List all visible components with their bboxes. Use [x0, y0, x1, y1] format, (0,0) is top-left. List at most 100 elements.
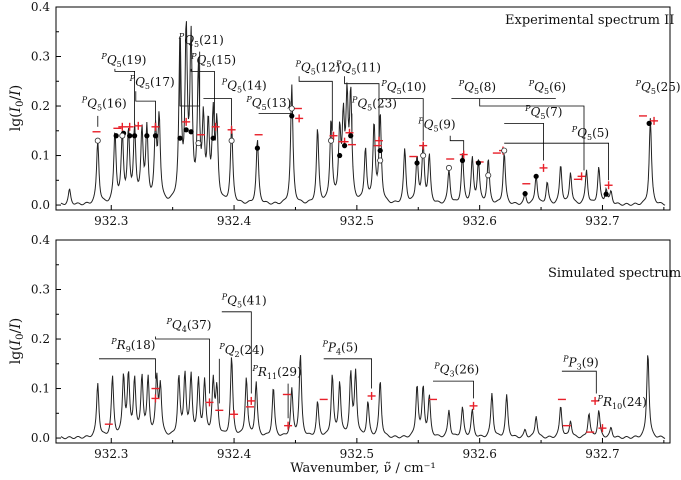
plus-marker	[598, 424, 607, 433]
top-markers	[92, 105, 659, 197]
filled-dot-marker	[337, 152, 343, 159]
plus-marker	[469, 401, 478, 410]
bottom-panel-title: Simulated spectrum	[548, 266, 681, 281]
panel-simulated: Simulated spectrum lg(I0/I) 932.3 932.4 93…	[8, 233, 681, 461]
open-circle-marker	[94, 137, 101, 144]
assignment-bracket	[155, 336, 210, 394]
bottom-axis-ticks: 932.3 932.4 932.5 932.6 932.7 0.0 0.1 0.2 0.3 0.4	[31, 233, 665, 461]
filled-dot-marker	[533, 173, 539, 179]
filled-dot-marker	[341, 143, 348, 149]
filled-dot-marker	[459, 157, 466, 164]
plus-marker	[182, 117, 191, 126]
open-circle-marker	[195, 140, 202, 147]
x-tick-label: 932.7	[585, 447, 619, 461]
bottom-spectrum-curve	[60, 355, 666, 440]
bottom-markers	[104, 387, 607, 433]
y-tick-label: 0.3	[31, 50, 50, 64]
assignment-bracket	[114, 68, 136, 126]
filled-dot-marker	[475, 160, 482, 166]
open-circle-marker	[485, 172, 492, 179]
plus-marker	[604, 181, 613, 190]
plus-marker	[284, 421, 293, 430]
top-axis-ticks: 932.3 932.4 932.5 932.6 932.7 0.0 0.1 0.2 0.3 0.4	[31, 0, 665, 228]
filled-dot-marker	[646, 120, 652, 126]
x-tick-label: 932.4	[217, 214, 252, 228]
assignment-bracket	[344, 76, 380, 141]
assignment-bracket	[99, 358, 156, 379]
assignment-label: PQ5(17)	[129, 74, 175, 91]
open-circle-marker	[328, 137, 335, 144]
spectrum-line	[60, 21, 666, 206]
plus-marker	[591, 396, 600, 405]
y-tick-label: 0.4	[31, 233, 50, 247]
assignment-label: PQ5(16)	[81, 96, 127, 113]
top-annotation-labels: PQ5(16) PQ5(19) PQ5(17) PQ5(21) PQ5(15) PQ5(1…	[81, 32, 681, 142]
assignment-label: PQ4(37)	[166, 317, 212, 334]
x-tick-label: 932.7	[585, 214, 619, 228]
plus-marker	[577, 172, 586, 181]
assignment-bracket	[323, 358, 373, 389]
plus-marker	[211, 122, 220, 131]
plus-marker	[374, 136, 383, 145]
plus-marker	[459, 150, 468, 159]
x-tick-label: 932.3	[94, 214, 128, 228]
assignment-bracket	[479, 98, 585, 171]
assignment-label: PQ3(26)	[433, 362, 479, 379]
plus-marker	[419, 141, 428, 150]
assignment-label: PQ5(6)	[528, 79, 566, 96]
assignment-label: PQ5(11)	[335, 59, 381, 76]
assignment-bracket	[379, 98, 424, 141]
filled-dot-marker	[254, 145, 260, 151]
assignment-label: PP3(9)	[562, 354, 599, 371]
open-circle-marker	[501, 147, 508, 154]
assignment-bracket	[221, 311, 252, 394]
assignment-label: PQ5(7)	[524, 104, 562, 121]
open-circle-marker	[228, 137, 235, 144]
filled-dot-marker	[183, 127, 189, 133]
assignment-bracket	[449, 135, 465, 151]
bottom-plot-frame	[55, 239, 671, 444]
top-panel-title: Experimental spectrum II	[505, 13, 674, 28]
plus-marker	[367, 391, 376, 400]
open-circle-marker	[445, 164, 452, 171]
assignment-label: PQ5(9)	[417, 116, 455, 133]
filled-dot-marker	[348, 133, 354, 139]
top-y-axis-label: lg(I0/I)	[8, 85, 26, 132]
assignment-label: PQ5(12)	[294, 59, 340, 76]
assignment-label: PR11(29)	[251, 364, 301, 381]
bottom-annotation-labels: PR9(18) PQ4(37) PQ5(41) PQ2(24) PR11(29) PP4(…	[110, 292, 647, 411]
open-circle-marker	[119, 132, 126, 139]
assignment-bracket	[561, 370, 597, 394]
top-plot-frame	[55, 6, 671, 211]
bottom-annotation-brackets	[99, 311, 597, 419]
open-circle-marker	[377, 157, 384, 164]
top-spectrum-curve	[60, 21, 666, 206]
assignment-label: PQ5(21)	[178, 32, 224, 49]
assignment-label: PQ5(10)	[380, 79, 426, 96]
plus-marker	[151, 122, 160, 131]
plus-marker	[295, 114, 304, 123]
filled-dot-marker	[113, 133, 119, 139]
plus-marker	[230, 410, 239, 419]
panel-experimental: Experimental spectrum II lg(I0/I) 932.3 9…	[8, 0, 681, 228]
assignment-label: PR10(24)	[597, 394, 647, 411]
assignment-label: PQ5(41)	[221, 292, 267, 309]
assignment-label: PR9(18)	[110, 337, 155, 354]
filled-dot-marker	[522, 191, 528, 197]
filled-dot-marker	[144, 133, 150, 139]
assignment-label: PP4(5)	[321, 339, 358, 356]
plus-marker	[125, 122, 134, 131]
assignment-bracket	[203, 98, 233, 126]
y-tick-label: 0.1	[31, 382, 50, 396]
assignment-bracket	[504, 142, 609, 181]
y-tick-label: 0.0	[31, 198, 50, 212]
filled-dot-marker	[131, 133, 138, 139]
plus-marker	[118, 122, 127, 131]
assignment-label: PQ5(5)	[571, 125, 609, 142]
assignment-label: PQ5(13)	[245, 95, 291, 112]
x-axis-label: Wavenumber, ν̃ / cm⁻¹	[290, 461, 435, 476]
plus-marker	[227, 125, 236, 134]
x-tick-label: 932.5	[340, 447, 374, 461]
filled-dot-marker	[188, 129, 194, 135]
